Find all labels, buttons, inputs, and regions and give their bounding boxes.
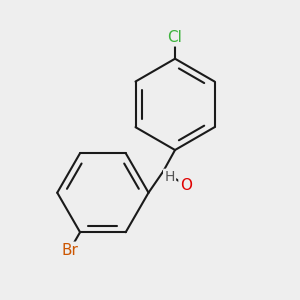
Text: Br: Br [61, 243, 78, 258]
Text: O: O [180, 178, 192, 193]
Text: Cl: Cl [168, 30, 182, 45]
Text: H: H [164, 170, 175, 184]
